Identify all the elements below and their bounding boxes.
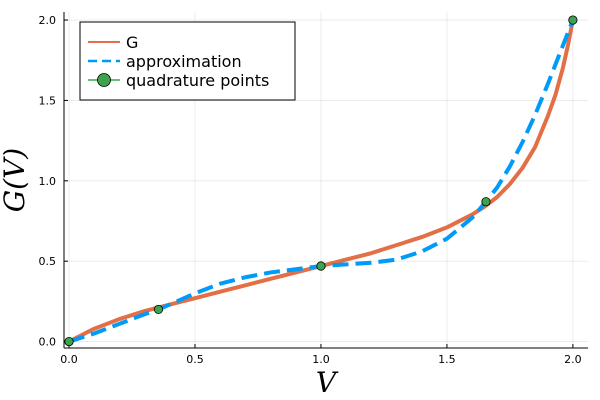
y-tick-label-3: 1.5 [39,94,57,107]
quadrature-point-3 [481,197,491,207]
series-line-g [68,19,575,344]
tick-labels: 0.0 0.5 1.0 1.5 2.0 0.0 0.5 1.0 1.5 2.0 [39,14,582,366]
legend-box [79,21,296,101]
y-tick-label-0: 0.0 [39,336,57,349]
quadrature-markers [64,15,578,347]
y-tick-label-2: 1.0 [39,175,57,188]
x-tick-label-3: 1.5 [438,353,456,366]
legend-label-approximation: approximation [126,52,242,71]
quadrature-point-2 [316,261,326,271]
x-tick-label-4: 2.0 [564,353,582,366]
quadrature-point-4 [568,15,578,25]
legend-label-quadrature-points: quadrature points [126,71,269,90]
quadrature-point-0 [64,336,74,347]
x-tick-label-1: 0.5 [186,353,204,366]
y-tick-label-1: 0.5 [39,255,57,268]
quadrature-point-1 [153,304,164,315]
legend-marker-quadrature-points [97,73,111,87]
y-tick-label-4: 2.0 [39,14,57,27]
y-axis-label: G(V) [0,148,31,212]
x-axis-label: V [316,366,339,399]
x-tick-label-0: 0.0 [60,353,78,366]
x-tick-label-2: 1.0 [312,353,330,366]
legend-label-g: G [126,33,138,52]
